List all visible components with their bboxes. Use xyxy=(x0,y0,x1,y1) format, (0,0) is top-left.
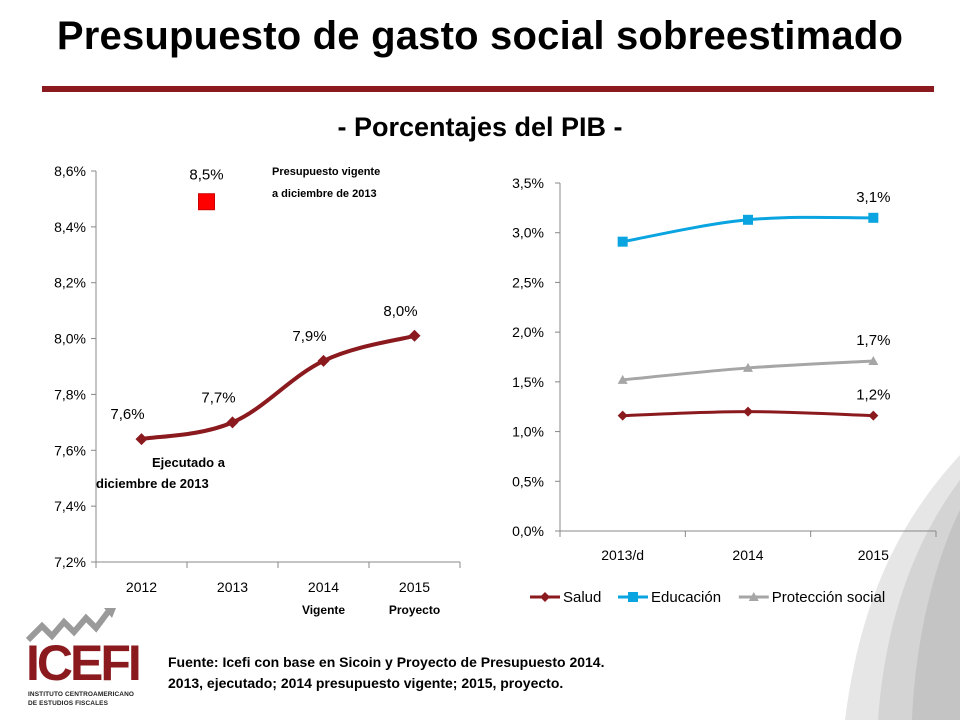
data-point xyxy=(135,433,148,446)
y-tick-label: 7,2% xyxy=(54,554,86,570)
x-tick-label: 2013/d xyxy=(601,547,644,563)
data-point xyxy=(317,354,330,367)
y-tick-label: 0,5% xyxy=(512,473,544,489)
x-tick-label: 2015 xyxy=(399,579,430,595)
annotation-presupuesto-2: a diciembre de 2013 xyxy=(272,188,377,200)
highlight-point xyxy=(198,193,215,211)
x-tick-label: 2012 xyxy=(126,579,157,595)
data-label: 1,2% xyxy=(856,387,890,404)
y-tick-label: 7,4% xyxy=(54,498,86,514)
logo-subtitle-2: DE ESTUDIOS FISCALES xyxy=(28,700,109,707)
source-line-1: Fuente: Icefi con base en Sicoin y Proye… xyxy=(168,654,605,670)
legend-label: Salud xyxy=(563,589,601,606)
legend-label: Educación xyxy=(651,589,721,606)
title-rule xyxy=(42,86,934,92)
data-point xyxy=(868,212,879,223)
data-label: 7,6% xyxy=(110,406,144,423)
x-tick-label: 2014 xyxy=(308,579,339,595)
y-tick-label: 8,4% xyxy=(54,219,86,235)
data-point xyxy=(408,329,421,342)
y-tick-label: 2,5% xyxy=(512,274,544,290)
source-note: Fuente: Icefi con base en Sicoin y Proye… xyxy=(168,652,604,694)
y-tick-label: 8,0% xyxy=(54,331,86,347)
annotation-ejecutado-2: diciembre de 2013 xyxy=(96,476,209,491)
page-title: Presupuesto de gasto social sobreestimad… xyxy=(56,14,904,58)
x-tick-label: 2013 xyxy=(217,579,248,595)
data-point xyxy=(868,410,879,421)
annotation-ejecutado-1: Ejecutado a xyxy=(152,455,226,470)
logo-text: ICEFI xyxy=(26,635,142,691)
y-tick-label: 7,8% xyxy=(54,386,86,402)
data-label: 1,7% xyxy=(856,332,890,349)
data-point xyxy=(743,214,753,225)
data-point xyxy=(617,410,628,421)
data-point xyxy=(617,236,628,247)
logo-subtitle-1: INSTITUTO CENTROAMERICANO xyxy=(28,691,135,698)
data-point xyxy=(226,416,239,429)
data-point xyxy=(743,362,753,372)
legend-label: Protección social xyxy=(772,589,885,606)
x-tick-label: 2014 xyxy=(732,547,763,563)
data-point xyxy=(617,374,628,384)
page-subtitle: - Porcentajes del PIB - xyxy=(337,112,623,142)
y-tick-label: 7,6% xyxy=(54,442,86,458)
icefi-logo xyxy=(25,608,116,643)
y-tick-label: 8,2% xyxy=(54,275,86,291)
legend-swatch-marker xyxy=(628,592,638,602)
y-tick-label: 2,0% xyxy=(512,324,544,340)
highlight-label: 8,5% xyxy=(189,167,223,184)
annotation-presupuesto-1: Presupuesto vigente xyxy=(272,166,380,178)
x-sublabel: Proyecto xyxy=(389,603,440,617)
data-label: 7,9% xyxy=(292,328,326,345)
series-line xyxy=(141,333,416,442)
y-tick-label: 3,0% xyxy=(512,225,544,241)
x-tick-label: 2015 xyxy=(858,547,889,563)
y-tick-label: 8,6% xyxy=(54,163,86,179)
data-label: 8,0% xyxy=(383,303,417,320)
x-sublabel: Vigente xyxy=(302,603,345,617)
y-tick-label: 0,0% xyxy=(512,523,544,539)
source-line-2: 2013, ejecutado; 2014 presupuesto vigent… xyxy=(168,675,564,691)
data-point xyxy=(743,406,753,417)
legend-swatch-marker xyxy=(540,592,550,602)
legend-swatch-marker xyxy=(748,592,759,601)
y-tick-label: 1,0% xyxy=(512,424,544,440)
y-tick-label: 3,5% xyxy=(512,175,544,191)
data-label: 7,7% xyxy=(201,389,235,406)
y-tick-label: 1,5% xyxy=(512,374,544,390)
data-label: 3,1% xyxy=(856,189,890,206)
data-point xyxy=(868,355,879,365)
